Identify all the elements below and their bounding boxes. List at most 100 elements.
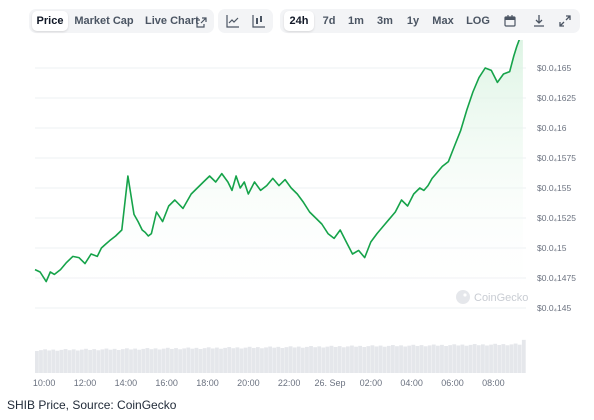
volume-bar <box>104 348 109 373</box>
y-tick-label: $0.0₄16 <box>537 123 567 133</box>
price-line[interactable] <box>34 40 523 283</box>
volume-bar <box>386 345 391 373</box>
volume-bar <box>411 344 416 373</box>
volume-bar <box>493 343 498 373</box>
volume-bar <box>243 347 248 373</box>
volume-bar <box>497 344 502 373</box>
external-link-icon[interactable] <box>196 15 208 28</box>
volume-bar <box>210 348 215 373</box>
volume-bar <box>255 347 260 373</box>
y-tick-label: $0.0₄1625 <box>537 93 576 103</box>
volume-bar <box>415 345 420 373</box>
volume-bar <box>485 345 489 373</box>
volume-bar <box>206 347 211 373</box>
volume-bar <box>358 345 363 373</box>
volume-bar <box>112 348 117 373</box>
coingecko-watermark: CoinGecko <box>456 290 528 304</box>
volume-bar <box>329 345 334 373</box>
volume-bar <box>194 347 199 373</box>
volume-bar <box>108 349 113 373</box>
volume-bar <box>296 346 301 373</box>
volume-bar <box>448 345 453 373</box>
range-max[interactable]: Max <box>432 15 454 27</box>
x-tick-label: 10:00 <box>33 378 56 388</box>
volume-bar <box>362 347 367 373</box>
volume-bar <box>325 346 330 373</box>
volume-bar <box>435 345 440 373</box>
volume-bar <box>505 345 510 373</box>
volume-bars <box>35 339 526 373</box>
volume-bar <box>472 344 477 373</box>
volume-bar <box>75 350 80 373</box>
volume-bar <box>39 350 43 373</box>
volume-bar <box>165 347 170 373</box>
log-scale-toggle[interactable]: LOG <box>466 15 490 27</box>
volume-bar <box>120 349 125 373</box>
volume-bar <box>63 349 68 373</box>
volume-bar <box>71 349 76 373</box>
volume-bar <box>182 348 187 373</box>
x-tick-label: 02:00 <box>360 378 383 388</box>
volume-bar <box>333 346 338 373</box>
volume-bar <box>354 346 358 373</box>
volume-bar <box>419 345 424 373</box>
volume-bar <box>231 348 236 373</box>
volume-bar <box>35 351 39 373</box>
expand-icon[interactable] <box>554 11 576 31</box>
y-tick-label: $0.0₄145 <box>537 303 571 313</box>
volume-bar <box>440 344 444 373</box>
range-7d[interactable]: 7d <box>322 15 336 27</box>
volume-bar <box>513 343 518 373</box>
volume-bar <box>460 344 465 373</box>
volume-bar <box>382 346 387 373</box>
calendar-icon[interactable] <box>499 11 521 31</box>
volume-bar <box>137 349 142 373</box>
x-tick-label: 20:00 <box>237 378 260 388</box>
range-1m[interactable]: 1m <box>348 15 364 27</box>
time-range-group: 24h 7d 1m 3m 1y Max LOG <box>280 9 580 33</box>
watermark-text: CoinGecko <box>474 292 528 304</box>
volume-bar <box>509 344 514 373</box>
volume-bar <box>374 346 379 373</box>
chart-caption: SHIB Price, Source: CoinGecko <box>7 398 177 412</box>
volume-bar <box>186 347 191 373</box>
volume-bar <box>337 346 342 373</box>
volume-bar <box>129 349 133 373</box>
volume-bar <box>272 347 277 373</box>
x-tick-label: 12:00 <box>74 378 97 388</box>
volume-bar <box>125 348 129 373</box>
download-icon[interactable] <box>528 11 550 31</box>
volume-bar <box>280 348 285 373</box>
chart-type-group <box>218 9 273 33</box>
x-tick-label: 22:00 <box>278 378 301 388</box>
y-tick-label: $0.0₄15 <box>537 243 567 253</box>
range-1y[interactable]: 1y <box>406 15 420 27</box>
tab-market-cap[interactable]: Market Cap <box>74 15 134 27</box>
volume-bar <box>43 349 47 373</box>
volume-bar <box>235 347 240 373</box>
volume-bar <box>431 344 436 373</box>
volume-bar <box>190 348 195 373</box>
range-24h[interactable]: 24h <box>284 11 314 31</box>
candlestick-icon[interactable] <box>248 11 270 31</box>
volume-bar <box>395 346 399 373</box>
volume-bar <box>223 347 228 373</box>
x-tick-label: 16:00 <box>155 378 178 388</box>
volume-bar <box>55 350 60 373</box>
volume-bar <box>423 346 428 373</box>
volume-bar <box>157 349 162 373</box>
line-chart-icon[interactable] <box>222 11 244 31</box>
volume-bar <box>276 346 281 373</box>
volume-bar <box>174 348 178 373</box>
range-3m[interactable]: 3m <box>377 15 393 27</box>
volume-bar <box>399 345 403 373</box>
y-tick-label: $0.0₄1525 <box>537 213 576 223</box>
volume-bar <box>51 349 56 373</box>
volume-bar <box>444 346 448 373</box>
volume-bar <box>92 349 97 373</box>
volume-bar <box>366 346 371 373</box>
volume-bar <box>468 344 473 373</box>
volume-bar <box>288 346 293 373</box>
tab-live-chart[interactable]: Live Chart <box>145 15 199 27</box>
tab-price[interactable]: Price <box>32 11 68 31</box>
